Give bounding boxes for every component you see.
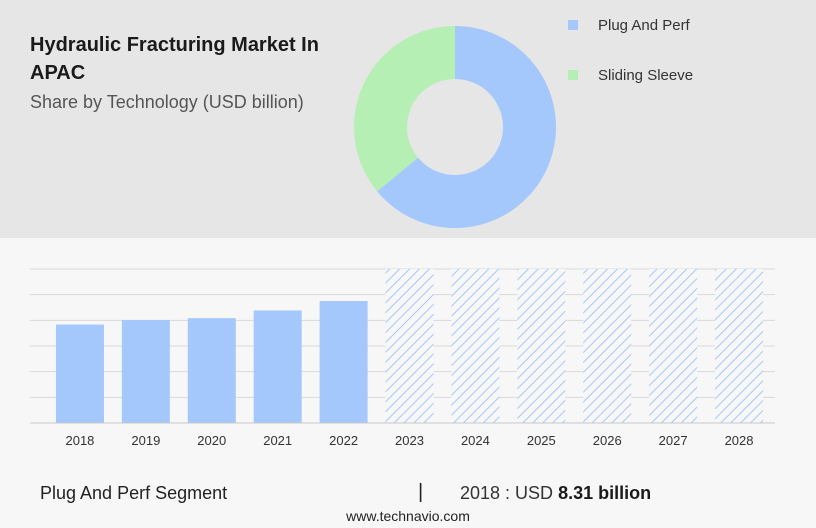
x-tick-label: 2024 [461, 433, 490, 448]
x-tick-label: 2022 [329, 433, 358, 448]
legend-item-sliding-sleeve: Sliding Sleeve [568, 64, 693, 86]
x-tick-label: 2028 [725, 433, 754, 448]
donut-slice-plug-and-perf [377, 26, 556, 228]
legend-label-sliding-sleeve: Sliding Sleeve [598, 66, 694, 84]
donut-chart [354, 26, 556, 228]
bar-2021 [253, 310, 302, 423]
x-tick-label: 2027 [659, 433, 688, 448]
bar-2020 [187, 318, 236, 423]
x-tick-label: 2020 [197, 433, 226, 448]
bar-forecast-2025 [517, 269, 566, 423]
segment-amount: 8.31 billion [558, 483, 652, 503]
chart-subtitle: Share by Technology (USD billion) [30, 92, 304, 112]
segment-label: Plug And Perf Segment [40, 483, 228, 503]
bar-2022 [319, 300, 368, 423]
legend-label-plug-and-perf: Plug And Perf [598, 16, 690, 34]
x-tick-label: 2019 [131, 433, 160, 448]
legend-item-plug-and-perf: Plug And Perf [568, 14, 693, 36]
bar-forecast-2026 [583, 269, 632, 423]
bar-forecast-2024 [451, 269, 500, 423]
x-tick-label: 2026 [593, 433, 622, 448]
bar-chart: 2018 2019 2020 2021 2022 2023 2024 2025 2026 2027… [30, 268, 775, 448]
footer-separator: | [418, 481, 424, 503]
bar-forecast-2027 [649, 269, 698, 423]
legend-swatch-sliding-sleeve [568, 70, 578, 80]
segment-value: 2018 : USD 8.31 billion [460, 483, 651, 504]
x-tick-label: 2018 [65, 433, 94, 448]
bar-2018 [55, 324, 104, 423]
bar-2019 [121, 319, 170, 423]
bar-forecast-2023 [385, 269, 434, 423]
bar-forecast-2028 [715, 269, 764, 423]
chart-title: Hydraulic Fracturing Market In APAC [30, 34, 319, 84]
x-tick-label: 2025 [527, 433, 556, 448]
segment-year: 2018 : USD [460, 483, 554, 503]
legend-swatch-plug-and-perf [568, 20, 578, 30]
x-tick-label: 2021 [263, 433, 292, 448]
source-url: www.technavio.com [346, 508, 470, 524]
legend: Plug And Perf Sliding Sleeve [568, 14, 693, 114]
donut-slice-sliding-sleeve [354, 26, 455, 192]
x-tick-label: 2023 [395, 433, 424, 448]
